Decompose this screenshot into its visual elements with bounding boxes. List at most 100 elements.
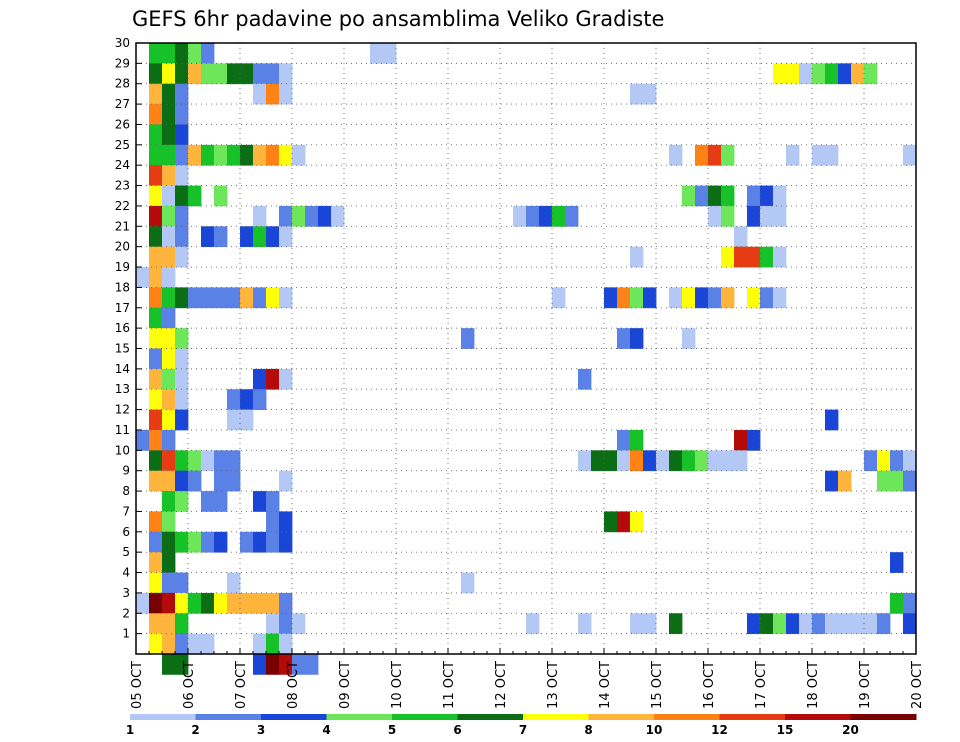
y-tick-label: 20 bbox=[115, 240, 130, 254]
heatmap-cell bbox=[747, 613, 761, 635]
heatmap-cell bbox=[812, 144, 826, 166]
heatmap-cell bbox=[149, 83, 163, 105]
heatmap-cell bbox=[201, 144, 215, 166]
heatmap-cell bbox=[747, 429, 761, 451]
heatmap-cell bbox=[266, 613, 280, 635]
heatmap-cell bbox=[318, 205, 332, 227]
heatmap-cell bbox=[149, 633, 163, 655]
heatmap-cell bbox=[604, 450, 618, 472]
heatmap-cell bbox=[175, 104, 189, 125]
x-tick-label: 05 OCT bbox=[130, 661, 145, 709]
heatmap-cell bbox=[721, 185, 735, 207]
heatmap-cell bbox=[617, 429, 631, 451]
heatmap-cell bbox=[630, 83, 644, 105]
colorbar-label: 2 bbox=[191, 723, 199, 737]
heatmap-cell bbox=[136, 592, 150, 614]
colorbar-segment bbox=[719, 714, 786, 720]
heatmap-cell bbox=[162, 613, 176, 635]
heatmap-cell bbox=[201, 531, 215, 553]
heatmap-cell bbox=[721, 450, 735, 472]
heatmap-cell bbox=[162, 633, 176, 655]
heatmap-cell bbox=[279, 531, 293, 553]
heatmap-cell bbox=[877, 470, 891, 492]
heatmap-cell bbox=[162, 104, 176, 125]
heatmap-cell bbox=[149, 429, 163, 451]
heatmap-cell bbox=[513, 205, 527, 227]
heatmap-cell bbox=[838, 470, 852, 492]
heatmap-cell bbox=[370, 43, 384, 64]
y-tick-label: 27 bbox=[115, 97, 130, 111]
heatmap-cell bbox=[760, 613, 774, 635]
heatmap-cell bbox=[799, 613, 813, 635]
heatmap-cell bbox=[162, 267, 176, 288]
y-axis: 1234567891011121314151617181920212223242… bbox=[115, 36, 142, 641]
heatmap-cell bbox=[266, 83, 280, 105]
heatmap-cell bbox=[279, 633, 293, 655]
colorbar-label: 10 bbox=[646, 723, 663, 737]
heatmap-cell bbox=[227, 144, 241, 166]
heatmap-cell bbox=[162, 328, 176, 349]
heatmap-cell bbox=[162, 185, 176, 207]
heatmap-cell bbox=[162, 307, 176, 329]
heatmap-cell bbox=[890, 470, 904, 492]
heatmap-cell bbox=[526, 205, 540, 227]
heatmap-cell bbox=[773, 185, 787, 207]
heatmap-cell bbox=[162, 226, 176, 248]
heatmap-cell bbox=[903, 592, 917, 614]
heatmap-cell bbox=[630, 613, 644, 635]
heatmap-cell bbox=[760, 246, 774, 268]
heatmap-cell bbox=[331, 205, 345, 227]
heatmap-cell bbox=[162, 429, 176, 451]
heatmap-cell bbox=[149, 328, 163, 349]
heatmap-cell bbox=[721, 205, 735, 227]
heatmap-cell bbox=[201, 43, 215, 64]
heatmap-cell bbox=[643, 83, 657, 105]
heatmap-cell bbox=[279, 205, 293, 227]
heatmap-cell bbox=[240, 226, 254, 248]
heatmap-cell bbox=[383, 43, 397, 64]
heatmap-cell bbox=[214, 531, 228, 553]
colorbar-segment bbox=[326, 714, 393, 720]
y-tick-label: 7 bbox=[122, 504, 130, 518]
heatmap-cell bbox=[864, 613, 878, 635]
colorbar-label: 12 bbox=[711, 723, 728, 737]
heatmap-cell bbox=[279, 287, 293, 309]
y-tick-label: 18 bbox=[115, 280, 130, 294]
heatmap-cell bbox=[162, 450, 176, 472]
heatmap-cell bbox=[227, 63, 241, 85]
heatmap-cell bbox=[162, 43, 176, 64]
heatmap-cell bbox=[279, 63, 293, 85]
heatmap-cell bbox=[786, 63, 800, 85]
y-tick-label: 4 bbox=[122, 566, 130, 580]
heatmap-cell bbox=[162, 165, 176, 186]
heatmap-cell bbox=[253, 83, 267, 105]
heatmap-cell bbox=[214, 287, 228, 309]
heatmap-cell bbox=[773, 246, 787, 268]
heatmap-cell bbox=[721, 144, 735, 166]
heatmap-cell bbox=[240, 63, 254, 85]
heatmap-cell bbox=[162, 592, 176, 614]
heatmap-cells bbox=[136, 43, 917, 675]
colorbar-label: 20 bbox=[842, 723, 859, 737]
heatmap-cell bbox=[903, 470, 917, 492]
heatmap-cell bbox=[175, 368, 189, 390]
heatmap-cell bbox=[175, 185, 189, 207]
heatmap-cell bbox=[214, 450, 228, 472]
heatmap-cell bbox=[149, 144, 163, 166]
heatmap-cell bbox=[253, 389, 267, 410]
heatmap-cell bbox=[903, 450, 917, 472]
heatmap-cell bbox=[188, 287, 202, 309]
heatmap-cell bbox=[149, 613, 163, 635]
y-tick-label: 11 bbox=[115, 423, 130, 437]
colorbar-segment bbox=[261, 714, 327, 720]
heatmap-cell bbox=[773, 63, 787, 85]
heatmap-cell bbox=[773, 287, 787, 309]
heatmap-cell bbox=[227, 572, 241, 594]
grid-lines bbox=[136, 42, 916, 654]
heatmap-cell bbox=[175, 246, 189, 268]
y-tick-label: 28 bbox=[115, 77, 130, 91]
heatmap-cell bbox=[149, 531, 163, 553]
heatmap-cell bbox=[305, 654, 319, 675]
heatmap-cell bbox=[773, 613, 787, 635]
heatmap-cell bbox=[864, 450, 878, 472]
